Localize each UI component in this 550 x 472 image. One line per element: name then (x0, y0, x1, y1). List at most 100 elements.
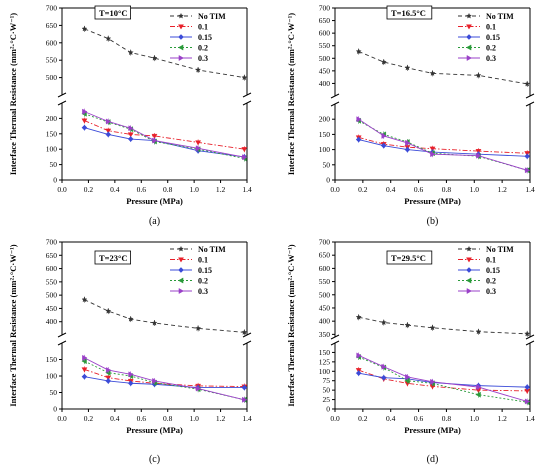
series-0-3 (82, 108, 248, 161)
y-tick-label: 50 (50, 160, 58, 169)
data-point (355, 314, 362, 320)
data-point (128, 125, 134, 132)
series-line (358, 118, 528, 171)
series-line (84, 111, 245, 158)
x-tick-label: 0.6 (137, 414, 147, 423)
data-point (105, 378, 112, 384)
data-point (127, 380, 134, 387)
x-tick-label: 0.2 (84, 185, 94, 194)
series-0-15 (355, 136, 531, 160)
x-tick-label: 1.4 (242, 414, 252, 423)
legend-label: 0.15 (198, 266, 212, 275)
axis-break-mark (330, 340, 340, 346)
y-tick-label: 75 (323, 376, 331, 385)
data-point (127, 315, 134, 322)
x-tick-label: 1.0 (189, 185, 199, 194)
data-point (476, 384, 482, 391)
axis-break-mark (330, 334, 340, 340)
data-point (195, 140, 202, 146)
y-tick-label: 600 (319, 264, 331, 273)
axis-break-mark (57, 332, 67, 338)
legend-swatch-marker (177, 277, 184, 284)
temperature-box (94, 5, 131, 20)
data-point (241, 74, 248, 81)
y-tick-label: 150 (319, 348, 331, 357)
x-tick-label: 0.4 (110, 414, 120, 423)
temperature-box (94, 250, 131, 265)
legend-label: 0.2 (198, 277, 208, 286)
legend-swatch-marker (465, 277, 472, 284)
y-tick-label: 500 (46, 73, 58, 82)
data-point (380, 319, 387, 326)
series-line (84, 127, 245, 158)
series-line (358, 137, 528, 154)
y-tick-label: 700 (46, 4, 58, 13)
y-tick-label: 350 (319, 330, 331, 339)
legend-label: No TIM (486, 12, 514, 21)
data-point (381, 363, 387, 370)
data-point (81, 118, 88, 124)
series-no-tim (81, 296, 248, 336)
data-point (195, 66, 202, 73)
legend-label: 0.1 (486, 256, 496, 265)
data-point (151, 54, 158, 61)
axis-break-mark (57, 92, 67, 98)
x-tick-label: 1.4 (525, 185, 535, 194)
data-point (355, 48, 362, 55)
data-point (195, 325, 202, 331)
data-point (475, 391, 481, 398)
legend-swatch-marker (178, 257, 184, 263)
temperature-label: T=10°C (99, 8, 128, 18)
y-tick-label: 600 (46, 264, 58, 273)
legend-swatch-marker (466, 267, 472, 273)
x-tick-label: 1.2 (216, 414, 226, 423)
data-point (429, 70, 436, 76)
legend-swatch-marker (178, 24, 184, 30)
data-point (81, 367, 88, 373)
legend-swatch-marker (466, 245, 472, 252)
axis-break-mark (242, 92, 252, 98)
x-tick-label: 1.0 (470, 414, 480, 423)
y-axis-title: Interface Thermal Resistance (mm²·°C·W⁻¹… (8, 13, 18, 175)
data-point (524, 330, 531, 337)
data-point (524, 167, 531, 174)
legend-label: No TIM (486, 245, 514, 254)
x-tick-label: 0.8 (442, 185, 452, 194)
data-point (82, 354, 88, 361)
series-line (84, 120, 245, 150)
y-tick-label: 550 (319, 277, 331, 286)
y-tick-label: 650 (319, 16, 331, 25)
chart-panel-4: 0.0 0.2 0.4 0.6 0.8 1.0 1.2 1.4 0255075100125150… (286, 238, 535, 466)
data-point (241, 147, 248, 153)
series-0-1 (355, 367, 531, 394)
y-tick-label: 0 (326, 405, 330, 414)
y-tick-label: 100 (319, 145, 331, 154)
y-axis-title: Interface Thermal Resistance (mm²·°C·W⁻¹… (286, 13, 296, 175)
panel-tag: (d) (427, 454, 439, 465)
data-point (241, 384, 248, 391)
legend-swatch-marker (178, 34, 184, 40)
y-tick-label: 700 (319, 238, 331, 247)
y-tick-label: 100 (319, 367, 331, 376)
x-tick-label: 0.2 (358, 414, 368, 423)
legend-swatch-marker (465, 44, 472, 51)
y-tick-label: 450 (319, 303, 331, 312)
y-tick-label: 700 (319, 4, 331, 13)
axis-break-mark (330, 93, 340, 99)
legend-swatch-marker (178, 55, 185, 61)
y-tick-label: 0 (326, 176, 330, 185)
legend-label: 0.1 (198, 23, 208, 32)
x-tick-label: 1.2 (497, 185, 507, 194)
data-point (82, 108, 88, 115)
legend-label: 0.1 (486, 23, 496, 32)
data-point (105, 35, 112, 42)
y-tick-label: 400 (319, 317, 331, 326)
data-point (241, 329, 248, 335)
x-tick-label: 0.6 (414, 185, 424, 194)
series-line (84, 28, 245, 79)
series-0-3 (356, 352, 531, 405)
series-line (358, 316, 528, 335)
y-tick-label: 50 (50, 388, 58, 397)
x-tick-label: 0.8 (442, 414, 452, 423)
